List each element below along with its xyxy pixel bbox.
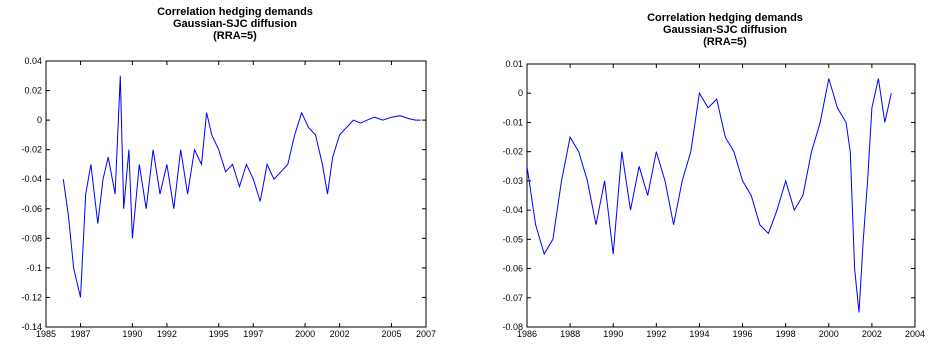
- y-tick-label: -0.06: [21, 204, 42, 214]
- x-tick-label: 1998: [776, 329, 796, 339]
- y-tick-label: -0.01: [502, 117, 523, 127]
- plot-area: [45, 60, 427, 328]
- x-tick-label: 2000: [295, 329, 315, 339]
- x-tick-label: 2002: [330, 329, 350, 339]
- chart-title-line3: (RRA=5): [213, 30, 257, 42]
- chart-title-left: Correlation hedging demands Gaussian-SJC…: [60, 6, 410, 42]
- x-tick-label: 2000: [819, 329, 839, 339]
- y-tick-label: 0.01: [505, 59, 523, 69]
- y-tick-label: -0.05: [502, 234, 523, 244]
- x-tick-label: 1987: [71, 329, 91, 339]
- x-tick-label: 1988: [560, 329, 580, 339]
- y-tick-label: -0.07: [502, 293, 523, 303]
- y-tick-label: -0.1: [26, 263, 42, 273]
- x-tick-label: 2005: [381, 329, 401, 339]
- x-tick-label: 1990: [603, 329, 623, 339]
- y-tick-label: 0.04: [24, 56, 42, 66]
- series-line: [62, 75, 421, 298]
- chart-title-line1: Correlation hedging demands: [157, 6, 313, 18]
- y-tick-label: -0.08: [21, 233, 42, 243]
- x-tick-label: 1986: [517, 329, 537, 339]
- chart-panel-right: Correlation hedging demands Gaussian-SJC…: [470, 0, 943, 347]
- chart-title-line2: Gaussian-SJC diffusion: [172, 18, 298, 30]
- y-tick-label: -0.02: [21, 145, 42, 155]
- y-tick-label: 0: [37, 115, 42, 125]
- y-tick-label: -0.06: [502, 264, 523, 274]
- y-tick-label: 0.02: [24, 86, 42, 96]
- x-tick-label: 1985: [36, 329, 56, 339]
- chart-panel-left: Correlation hedging demands Gaussian-SJC…: [0, 0, 470, 347]
- x-tick-label: 1997: [243, 329, 263, 339]
- y-tick-label: -0.04: [21, 174, 42, 184]
- x-tick-label: 2004: [905, 329, 925, 339]
- chart-title-right: Correlation hedging demands Gaussian-SJC…: [550, 12, 900, 48]
- line-chart-right: 1986 1988 1990 1992 1994 1996 1998 2000 2002 2004…: [502, 59, 925, 339]
- y-tick-label: -0.03: [502, 176, 523, 186]
- x-tick-label: 2002: [862, 329, 882, 339]
- x-tick-label: 2007: [416, 329, 436, 339]
- x-tick-label: 1996: [733, 329, 753, 339]
- y-tick-label: 0: [518, 88, 523, 98]
- x-tick-label: 1994: [689, 329, 709, 339]
- y-tick-label: -0.08: [502, 322, 523, 332]
- plot-area: [526, 63, 916, 328]
- y-tick-label: -0.12: [21, 292, 42, 302]
- y-tick-label: -0.04: [502, 205, 523, 215]
- chart-title-line2: Gaussian-SJC diffusion: [662, 24, 788, 36]
- y-tick-label: -0.02: [502, 147, 523, 157]
- x-tick-label: 1995: [209, 329, 229, 339]
- chart-title-line1: Correlation hedging demands: [647, 12, 803, 24]
- x-tick-label: 1992: [157, 329, 177, 339]
- x-tick-label: 1992: [646, 329, 666, 339]
- y-tick-label: -0.14: [21, 322, 42, 332]
- chart-title-line3: (RRA=5): [703, 36, 747, 48]
- line-chart-left: 1985 1987 1990 1992 1995 1997 2000 2002 2005 2007…: [21, 56, 436, 339]
- series-line: [526, 78, 892, 313]
- x-tick-label: 1990: [122, 329, 142, 339]
